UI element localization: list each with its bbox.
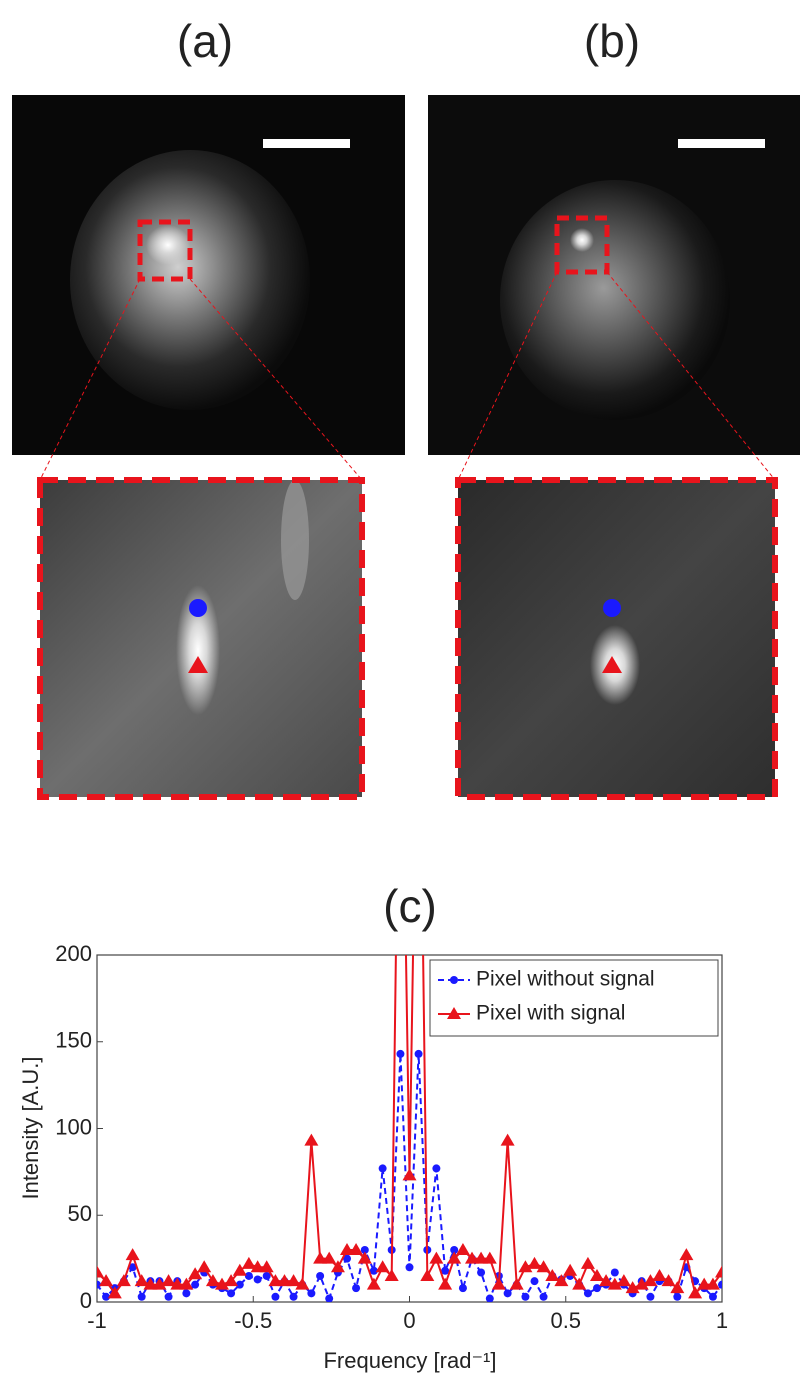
data-point <box>477 1269 485 1277</box>
data-point <box>412 601 426 613</box>
data-point <box>521 1293 529 1301</box>
x-tick-label: 0 <box>403 1308 415 1333</box>
data-point <box>396 1050 404 1058</box>
data-point <box>646 1293 654 1301</box>
data-point <box>93 1281 101 1289</box>
panel-label: (a) <box>177 15 233 67</box>
data-point <box>504 1289 512 1297</box>
x-tick-label: 1 <box>716 1308 728 1333</box>
data-point <box>406 1263 414 1271</box>
legend-label: Pixel without signal <box>476 968 655 991</box>
data-point <box>611 1269 619 1277</box>
data-point <box>540 1293 548 1301</box>
data-point <box>673 1293 681 1301</box>
inset-a <box>40 480 362 797</box>
legend-label: Pixel with signal <box>476 1002 625 1025</box>
data-point <box>415 1050 423 1058</box>
legend-marker <box>450 976 458 984</box>
y-tick-label: 0 <box>80 1288 92 1313</box>
data-point <box>290 1293 298 1301</box>
data-point <box>718 1281 726 1289</box>
y-tick-label: 200 <box>55 941 92 966</box>
data-point <box>307 1289 315 1297</box>
x-tick-label: -0.5 <box>234 1308 272 1333</box>
data-point <box>379 1164 387 1172</box>
data-point <box>182 1289 190 1297</box>
data-point <box>459 1284 467 1292</box>
data-point <box>432 1164 440 1172</box>
x-axis-label: Frequency [rad⁻¹] <box>323 1348 496 1373</box>
data-point <box>191 1281 199 1289</box>
data-point <box>245 1272 253 1280</box>
y-axis-label: Intensity [A.U.] <box>18 1056 43 1199</box>
data-point <box>709 1293 717 1301</box>
data-point <box>486 1295 494 1303</box>
inset-b <box>458 480 775 797</box>
chart-title: (c) <box>383 880 437 932</box>
data-point <box>393 601 407 613</box>
panel-label: (b) <box>584 15 640 67</box>
image-a <box>12 95 405 455</box>
y-tick-label: 50 <box>68 1201 92 1226</box>
data-point <box>138 1293 146 1301</box>
data-point <box>271 1293 279 1301</box>
data-point <box>325 1295 333 1303</box>
data-point <box>584 1289 592 1297</box>
x-tick-label: 0.5 <box>550 1308 581 1333</box>
data-point <box>165 1293 173 1301</box>
y-tick-label: 150 <box>55 1028 92 1053</box>
data-point <box>352 1284 360 1292</box>
y-tick-label: 100 <box>55 1114 92 1139</box>
image-b <box>428 95 800 455</box>
figure: (a) (b) (c) Frequency [rad⁻¹] Intensity … <box>0 0 800 1378</box>
data-point <box>227 1289 235 1297</box>
data-point <box>316 1272 324 1280</box>
data-point <box>531 1277 539 1285</box>
data-point <box>254 1275 262 1283</box>
